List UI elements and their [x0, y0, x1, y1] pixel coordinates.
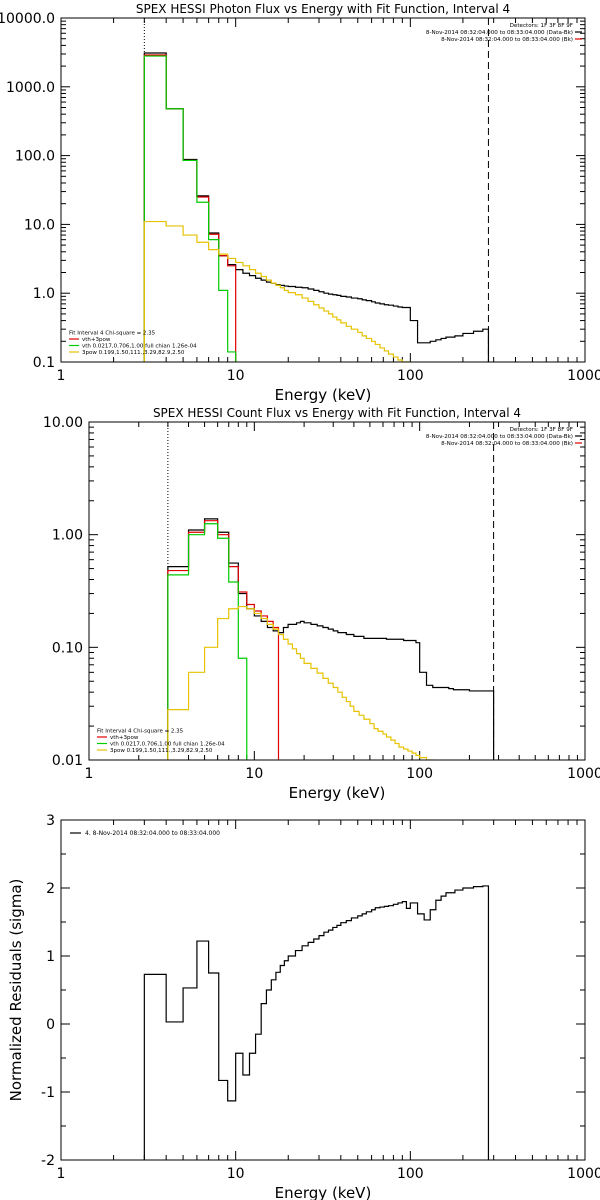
plot-frame [88, 421, 586, 761]
legend-bottom-entry: Fit Interval 4 Chi-square = 2.35 [97, 729, 184, 735]
legend-top-entry: Detectors: 1F 3F 8F 9F [510, 23, 573, 29]
x-tick-label: 100 [397, 368, 424, 384]
y-tick-label: 10.0 [24, 217, 55, 233]
series-3pow [143, 220, 411, 362]
axis-ticks [60, 18, 586, 363]
series-data-bk [143, 52, 490, 362]
x-tick-label: 10 [245, 766, 263, 782]
axis-ticks [88, 422, 586, 761]
x-tick-label: 10 [227, 1166, 245, 1182]
y-tick-label: -1 [41, 1085, 55, 1101]
legend-bottom-entry: Fit Interval 4 Chi-square = 2.35 [69, 331, 156, 337]
chart-panel-1: 1 10 100 1000 0.1 1.0 10.0 100.0 1000.0 10000.0 SP… [0, 2, 600, 404]
x-tick-label: 1 [57, 1166, 66, 1182]
legend-top-entry: 8-Nov-2014 08:32:04.000 to 08:33:04.000 … [426, 434, 573, 440]
x-tick-label: 1000 [567, 766, 600, 782]
y-tick-label: 1.0 [33, 286, 55, 302]
series-vth-3pow [167, 520, 280, 760]
x-tick-label: 100 [397, 1166, 424, 1182]
y-tick-label: 10000.0 [0, 11, 55, 27]
legend-top-entry: 8-Nov-2014 08:32:04.000 to 08:33:04.000 … [441, 37, 573, 43]
y-tick-label: 0.10 [52, 640, 83, 656]
y-tick-label: 0 [46, 1017, 55, 1033]
chart-title: SPEX HESSI Count Flux vs Energy with Fit… [153, 406, 521, 420]
legend-bottom-entry: vth+3pow [110, 735, 139, 741]
legend-top-entry: 8-Nov-2014 08:32:04.000 to 08:33:04.000 … [426, 30, 573, 36]
legend-bottom-entry: vth+3pow [82, 337, 111, 343]
legend-bottom-entry: 3pow 0.199,1.50,111.,3.29,82.9,2.50 [82, 350, 185, 356]
x-tick-label: 100 [406, 766, 433, 782]
series-data-bk [167, 518, 495, 760]
legend-bottom-entry: vth 0.0217,0.706,1.00 full chian 1.26e-0… [110, 742, 225, 748]
legend-top-entry: Detectors: 1F 3F 8F 9F [510, 427, 573, 433]
y-tick-label: 10.00 [43, 415, 83, 431]
y-axis-label: Normalized Residuals (sigma) [7, 879, 25, 1102]
x-tick-label: 10 [227, 368, 245, 384]
plot-frame [60, 819, 586, 1161]
legend-bottom-entry: vth 0.0217,0.706,1.00 full chian 1.26e-0… [82, 344, 197, 350]
series-vth [143, 55, 237, 362]
series-group [167, 518, 495, 760]
x-axis-label: Energy (keV) [275, 386, 372, 404]
x-axis-label: Energy (keV) [275, 1184, 372, 1200]
y-tick-label: 3 [46, 813, 55, 829]
series-vth [167, 523, 248, 760]
x-tick-label: 1000 [567, 1166, 600, 1182]
series-residuals [143, 885, 490, 1160]
y-tick-label: 1000.0 [6, 80, 55, 96]
x-tick-label: 1 [85, 766, 94, 782]
y-tick-label: -2 [41, 1153, 55, 1169]
legend-entry: 4. 8-Nov-2014 08:32:04.000 to 08:33:04.0… [85, 830, 220, 837]
y-tick-label: 0.1 [33, 355, 55, 371]
y-tick-label: 100.0 [15, 149, 55, 165]
y-tick-label: 0.01 [52, 753, 83, 769]
series-3pow [167, 605, 434, 760]
y-tick-label: 1 [46, 949, 55, 965]
legend-bottom-entry: 3pow 0.199,1.50,111.,3.29,82.9,2.50 [110, 748, 213, 754]
y-tick-label: 2 [46, 881, 55, 897]
x-axis-label: Energy (keV) [289, 784, 386, 802]
x-tick-label: 1 [57, 368, 66, 384]
chart-panel-2: 1 10 100 1000 0.01 0.10 1.00 10.00 SPEX HESSI Co… [43, 406, 600, 802]
chart-panel-3: 1 10 100 1000 -2 -1 0 1 2 3 Energy (keV) Normalized… [7, 813, 600, 1200]
axis-ticks [60, 819, 586, 1161]
plot-frame [60, 17, 586, 363]
x-tick-label: 1000 [567, 368, 600, 384]
series-group [143, 52, 490, 362]
series-group [143, 885, 490, 1160]
chart-title: SPEX HESSI Photon Flux vs Energy with Fi… [136, 2, 510, 16]
y-tick-label: 1.00 [52, 528, 83, 544]
legend-top-entry: 8-Nov-2014 08:32:04.000 to 08:33:04.000 … [441, 441, 573, 447]
